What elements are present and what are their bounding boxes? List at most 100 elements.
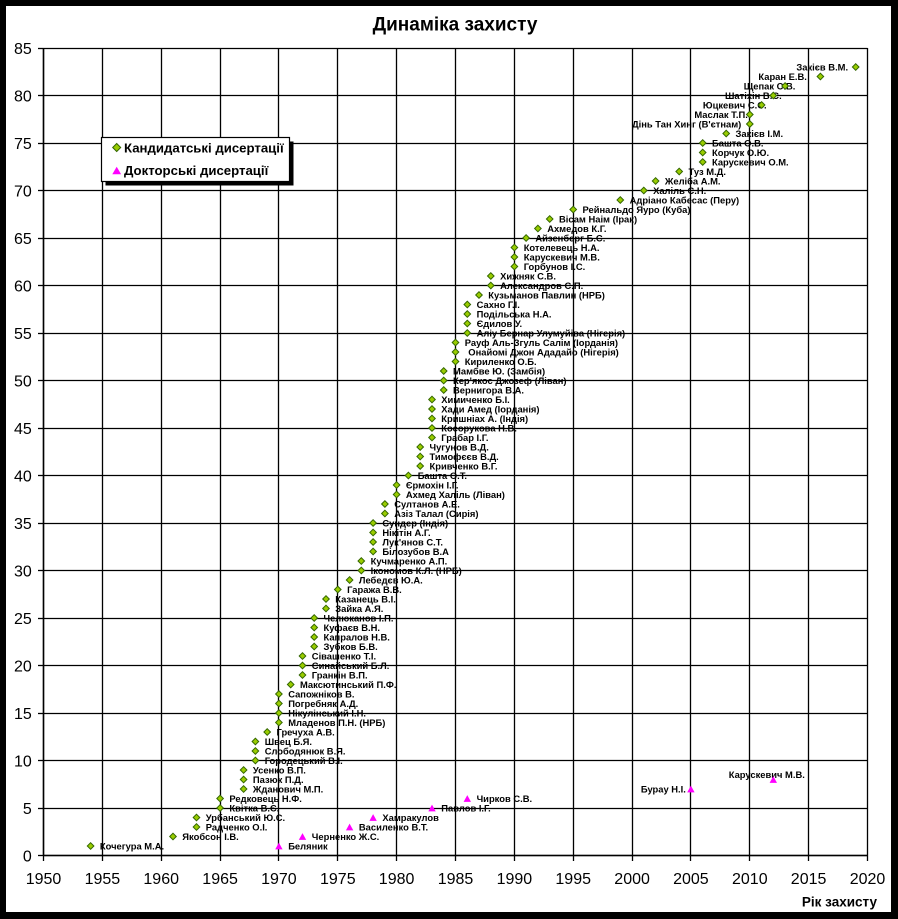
- svg-text:Закієв І.М.: Закієв І.М.: [736, 128, 784, 139]
- svg-text:0: 0: [23, 849, 32, 866]
- svg-text:Туз М.Д.: Туз М.Д.: [689, 166, 726, 177]
- svg-text:Кузьманов Павлин (НРБ): Кузьманов Павлин (НРБ): [488, 289, 605, 300]
- svg-text:1950: 1950: [26, 871, 62, 888]
- svg-text:1990: 1990: [497, 871, 533, 888]
- svg-text:Закієв В.М.: Закієв В.М.: [796, 61, 848, 72]
- svg-text:Каран Е.В.: Каран Е.В.: [758, 71, 807, 82]
- svg-text:Кришніах А. (Індія): Кришніах А. (Індія): [441, 413, 528, 424]
- svg-text:Лук'янов С.Т.: Лук'янов С.Т.: [382, 536, 443, 547]
- svg-text:Азіз Талал (Сирія): Азіз Талал (Сирія): [394, 508, 478, 519]
- svg-text:1955: 1955: [85, 871, 121, 888]
- svg-text:Максютинський П.Ф.: Максютинський П.Ф.: [300, 679, 396, 690]
- svg-text:Хижняк С.В.: Хижняк С.В.: [500, 270, 556, 281]
- svg-text:Куфаєв В.Н.: Куфаєв В.Н.: [324, 622, 381, 633]
- svg-text:Вернигора В.А.: Вернигора В.А.: [453, 384, 524, 395]
- svg-text:Слободянюк В.Я.: Слободянюк В.Я.: [265, 745, 346, 756]
- svg-text:85: 85: [14, 41, 32, 58]
- svg-text:Султанов А.Е.: Султанов А.Е.: [394, 498, 460, 509]
- svg-text:Усенко В.П.: Усенко В.П.: [253, 764, 306, 775]
- svg-text:Жданович М.П.: Жданович М.П.: [252, 783, 323, 794]
- svg-text:Чугунов В.Д.: Чугунов В.Д.: [430, 441, 489, 452]
- svg-text:Юцкевич С.С.: Юцкевич С.С.: [703, 99, 767, 110]
- svg-text:Дінь Тан Хинг (В'єтнам): Дінь Тан Хинг (В'єтнам): [632, 118, 741, 129]
- svg-text:Карускевич М.В.: Карускевич М.В.: [729, 769, 805, 780]
- svg-text:80: 80: [14, 89, 32, 106]
- svg-text:Беляник: Беляник: [288, 840, 328, 851]
- svg-text:Кочегура М.А.: Кочегура М.А.: [100, 840, 164, 851]
- svg-text:Якобсон І.В.: Якобсон І.В.: [182, 831, 239, 842]
- svg-text:Корчук О.Ю.: Корчук О.Ю.: [712, 147, 769, 158]
- svg-text:Сапожніков В.: Сапожніков В.: [288, 688, 354, 699]
- svg-text:Кандидатські дисертації: Кандидатські дисертації: [124, 140, 284, 155]
- svg-text:Погребняк А.Д.: Погребняк А.Д.: [288, 698, 358, 709]
- svg-text:Желіба А.М.: Желіба А.М.: [664, 175, 721, 186]
- svg-text:Казанець В.І.: Казанець В.І.: [335, 593, 396, 604]
- svg-text:Капралов Н.В.: Капралов Н.В.: [324, 631, 390, 642]
- svg-text:Швец Б.Я.: Швец Б.Я.: [265, 736, 312, 747]
- svg-text:Білозубов В.А: Білозубов В.А: [382, 546, 449, 557]
- svg-text:Єрмохін І.Г.: Єрмохін І.Г.: [406, 479, 459, 490]
- svg-text:Горбунов І.С.: Горбунов І.С.: [524, 261, 586, 272]
- svg-text:1960: 1960: [143, 871, 179, 888]
- svg-text:Докторські дисертації: Докторські дисертації: [124, 163, 269, 178]
- svg-text:Химиченко Б.І.: Химиченко Б.І.: [441, 394, 510, 405]
- svg-text:Маслак Т.П.: Маслак Т.П.: [694, 109, 747, 120]
- svg-text:60: 60: [14, 279, 32, 296]
- svg-text:Чирков С.В.: Чирков С.В.: [477, 793, 532, 804]
- svg-text:Гранкін В.П.: Гранкін В.П.: [312, 669, 368, 680]
- svg-text:Радченко О.І.: Радченко О.І.: [206, 821, 268, 832]
- svg-text:10: 10: [14, 754, 32, 771]
- svg-text:35: 35: [14, 516, 32, 533]
- svg-text:Рауф Аль-Згуль Салім (Іорданія: Рауф Аль-Згуль Салім (Іорданія): [465, 337, 618, 348]
- svg-text:Кучмаренко А.П.: Кучмаренко А.П.: [371, 555, 448, 566]
- svg-text:Адріано Кабесас (Перу): Адріано Кабесас (Перу): [630, 194, 740, 205]
- svg-text:Редковець Н.Ф.: Редковець Н.Ф.: [229, 793, 301, 804]
- svg-text:15: 15: [14, 706, 32, 723]
- svg-text:Рік захисту: Рік захисту: [802, 895, 878, 910]
- svg-text:Єдилов У.: Єдилов У.: [477, 318, 523, 329]
- svg-text:2020: 2020: [850, 871, 886, 888]
- svg-text:70: 70: [14, 184, 32, 201]
- svg-text:Зубков Б.В.: Зубков Б.В.: [324, 641, 378, 652]
- svg-text:45: 45: [14, 421, 32, 438]
- svg-text:2000: 2000: [614, 871, 650, 888]
- svg-text:2005: 2005: [673, 871, 709, 888]
- svg-text:Карускевич М.В.: Карускевич М.В.: [524, 251, 600, 262]
- svg-text:20: 20: [14, 659, 32, 676]
- svg-text:Бурау Н.І.: Бурау Н.І.: [641, 783, 686, 794]
- svg-text:Урбанський Ю.С.: Урбанський Ю.С.: [206, 812, 285, 823]
- svg-text:Онайомі Джон Ададайо (Нігерія): Онайомі Джон Ададайо (Нігерія): [468, 346, 619, 357]
- svg-text:Сівашенко Т.І.: Сівашенко Т.І.: [312, 650, 376, 661]
- svg-text:5: 5: [23, 801, 32, 818]
- svg-text:25: 25: [14, 611, 32, 628]
- svg-text:2015: 2015: [791, 871, 827, 888]
- svg-text:Динаміка захисту: Динаміка захисту: [373, 15, 538, 36]
- svg-text:Нікітін А.Г.: Нікітін А.Г.: [382, 527, 430, 538]
- svg-text:55: 55: [14, 326, 32, 343]
- svg-text:Сахно Г.І.: Сахно Г.І.: [477, 299, 520, 310]
- svg-text:Хади Амед (Іорданія): Хади Амед (Іорданія): [441, 403, 539, 414]
- svg-text:Кривченко В.Г.: Кривченко В.Г.: [430, 460, 498, 471]
- svg-text:Хамракулов: Хамракулов: [382, 812, 439, 823]
- svg-text:Василенко В.Т.: Василенко В.Т.: [359, 821, 428, 832]
- svg-text:1980: 1980: [379, 871, 415, 888]
- svg-text:Щепак С.В.: Щепак С.В.: [744, 80, 796, 91]
- svg-text:Черненко Ж.С.: Черненко Ж.С.: [312, 831, 379, 842]
- svg-text:Ахмедов К.Г.: Ахмедов К.Г.: [547, 223, 606, 234]
- svg-text:Грабар І.Г.: Грабар І.Г.: [441, 432, 488, 443]
- svg-text:Гаража В.В.: Гаража В.В.: [347, 584, 402, 595]
- svg-text:Карускевич О.М.: Карускевич О.М.: [712, 156, 789, 167]
- svg-text:Котелевець Н.А.: Котелевець Н.А.: [524, 242, 600, 253]
- svg-text:Тимофєєв В.Д.: Тимофєєв В.Д.: [430, 451, 499, 462]
- svg-text:1985: 1985: [438, 871, 474, 888]
- svg-text:75: 75: [14, 136, 32, 153]
- svg-text:Гречуха А.В.: Гречуха А.В.: [277, 726, 335, 737]
- svg-text:30: 30: [14, 564, 32, 581]
- svg-text:Вісам Наім (Ірак): Вісам Наім (Ірак): [559, 213, 637, 224]
- svg-text:1975: 1975: [320, 871, 356, 888]
- svg-text:1995: 1995: [555, 871, 591, 888]
- svg-text:Лебедєв Ю.А.: Лебедєв Ю.А.: [359, 574, 423, 585]
- svg-text:1970: 1970: [261, 871, 297, 888]
- svg-text:Младенов П.Н. (НРБ): Младенов П.Н. (НРБ): [288, 717, 385, 728]
- svg-text:Зайка А.Я.: Зайка А.Я.: [335, 603, 383, 614]
